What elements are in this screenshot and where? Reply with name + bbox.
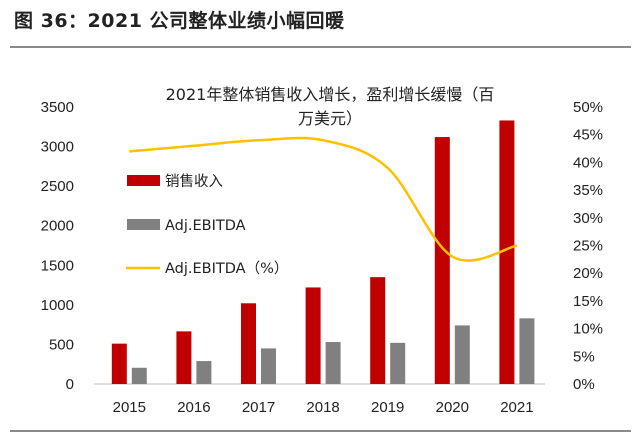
bottom-rule	[10, 430, 631, 432]
bar-revenue	[241, 303, 256, 384]
right-tick-label: 10%	[573, 321, 603, 338]
x-tick-label: 2020	[436, 399, 469, 416]
bar-revenue	[176, 331, 192, 384]
legend-swatch	[127, 219, 160, 230]
right-tick-label: 20%	[573, 265, 603, 282]
bar-ebitda	[390, 342, 406, 384]
right-tick-label: 5%	[573, 348, 595, 365]
x-tick-label: 2019	[371, 399, 404, 416]
bar-revenue	[499, 120, 515, 384]
bar-ebitda	[325, 342, 341, 384]
x-tick-label: 2018	[306, 399, 339, 416]
legend-label: Adj.EBITDA（%）	[165, 260, 288, 277]
left-tick-label: 3500	[41, 99, 74, 116]
left-tick-label: 1000	[41, 297, 74, 314]
bar-revenue	[111, 343, 127, 384]
bar-revenue	[305, 287, 321, 384]
x-tick-label: 2016	[177, 399, 210, 416]
right-tick-label: 30%	[573, 210, 603, 227]
right-tick-label: 45%	[573, 127, 603, 144]
left-tick-label: 2000	[41, 218, 74, 235]
legend-label: Adj.EBITDA	[165, 218, 246, 234]
left-tick-label: 0	[66, 376, 74, 393]
legend-swatch	[127, 175, 160, 186]
x-tick-label: 2021	[500, 399, 533, 416]
chart-title-line-1: 2021年整体销售收入增长，盈利增长缓慢（百	[166, 85, 495, 104]
ebitda-margin-line	[129, 136, 518, 262]
left-axis: 0 500 1000 1500 2000 2500 3000 3500	[41, 99, 74, 393]
bar-ebitda	[131, 367, 147, 384]
bar-revenue	[370, 277, 386, 384]
right-tick-label: 50%	[573, 99, 603, 116]
right-tick-label: 0%	[573, 376, 595, 393]
left-tick-label: 500	[49, 336, 74, 353]
right-axis: 0% 5% 10% 15% 20% 25% 30% 35% 40% 45% 50%	[573, 99, 603, 393]
right-tick-label: 15%	[573, 293, 603, 310]
bar-ebitda	[196, 361, 212, 384]
bar-revenue	[434, 137, 450, 384]
chart-title-line-2: 万美元）	[298, 109, 362, 128]
left-tick-label: 1500	[41, 257, 74, 274]
right-tick-label: 35%	[573, 182, 603, 199]
legend: 销售收入 Adj.EBITDA Adj.EBITDA（%）	[126, 173, 288, 277]
bar-ebitda	[519, 318, 535, 384]
right-tick-label: 40%	[573, 154, 603, 171]
figure-caption: 图 36：2021 公司整体业绩小幅回暖	[14, 10, 345, 32]
caption-rule	[10, 46, 631, 48]
x-tick-label: 2015	[113, 399, 146, 416]
legend-label: 销售收入	[165, 173, 223, 190]
bars	[111, 120, 535, 384]
left-tick-label: 3000	[41, 139, 74, 156]
bar-ebitda	[261, 348, 276, 384]
left-tick-label: 2500	[41, 178, 74, 195]
x-axis: 2015 2016 2017 2018 2019 2020 2021	[113, 399, 534, 416]
bar-ebitda	[454, 325, 470, 384]
right-tick-label: 25%	[573, 238, 603, 255]
x-tick-label: 2017	[242, 399, 275, 416]
line-series	[129, 136, 518, 262]
